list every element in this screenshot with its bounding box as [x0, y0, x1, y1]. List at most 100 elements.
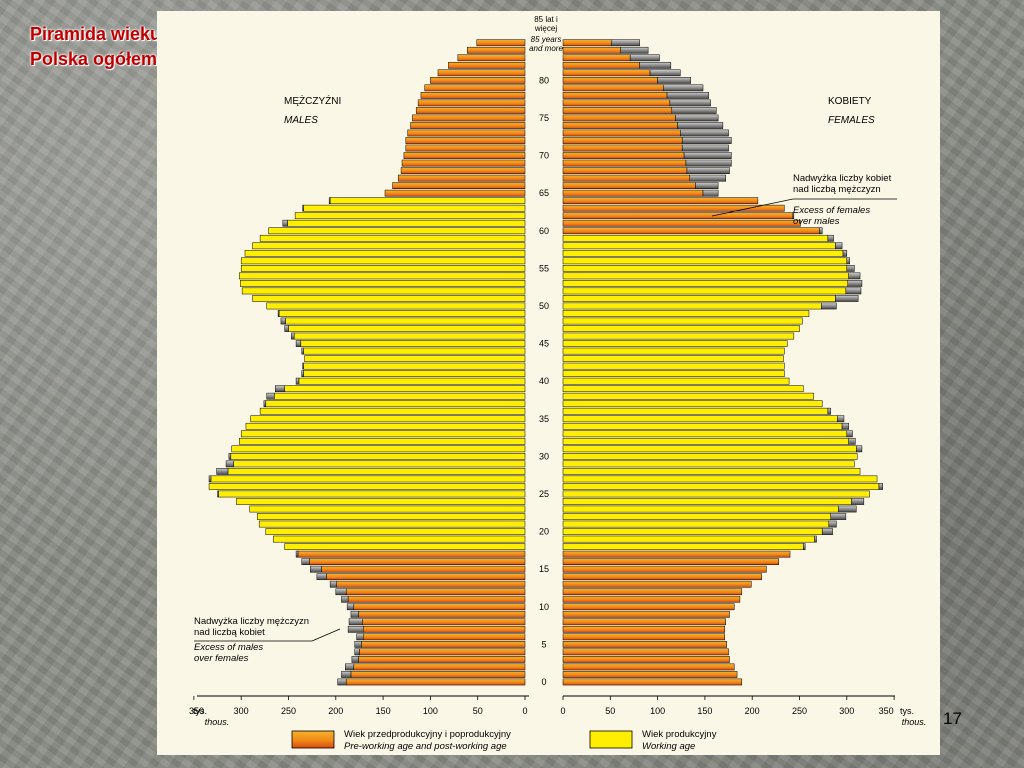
male-bar-age-61 — [287, 219, 526, 227]
left-tick-label-150: 150 — [376, 706, 391, 716]
age-tick-label-80: 80 — [539, 75, 549, 85]
male-bar-age-80 — [430, 77, 526, 84]
female-bar-age-43 — [562, 355, 784, 362]
top-age-label: 85 lat i więcej 85 years and more — [529, 15, 563, 53]
age-tick-label-50: 50 — [539, 301, 549, 311]
female-bar-age-56 — [562, 257, 848, 265]
female-bar-age-59 — [562, 234, 829, 242]
male-bar-age-7 — [362, 625, 526, 633]
male-bar-age-73 — [407, 129, 526, 137]
female-bar-age-25 — [562, 490, 870, 498]
male-excess-bar-age-10 — [346, 603, 355, 611]
annotation-excess-females: Nadwyżka liczby kobiet nad liczbą mężczy… — [711, 173, 897, 227]
female-bar-age-8 — [562, 618, 726, 626]
female-bar-age-0 — [562, 678, 743, 686]
female-excess-bar-age-21 — [828, 520, 837, 528]
male-bar-age-71 — [405, 144, 526, 152]
female-bar-age-50 — [562, 302, 822, 310]
pyramid-panel: 300 250 200 150 100 50 0 350 0 50 100 150 200 250 300 3… — [157, 11, 940, 755]
male-bar-age-51 — [252, 295, 526, 302]
age-tick-label-30: 30 — [539, 451, 549, 461]
female-bar-age-61 — [562, 219, 801, 227]
female-excess-bar-age-70 — [683, 152, 732, 159]
female-bar-age-70 — [562, 152, 685, 159]
male-bar-age-62 — [294, 212, 526, 220]
female-bar-age-60 — [562, 227, 820, 235]
annotation-males-pl-1: Nadwyżka liczby mężczyzn — [194, 616, 309, 627]
female-bar-age-54 — [562, 272, 849, 280]
left-tick-label-100: 100 — [423, 706, 438, 716]
male-bar-age-31 — [231, 445, 526, 453]
male-bar-age-34 — [245, 422, 526, 430]
male-bar-age-32 — [239, 437, 526, 445]
female-bar-age-36 — [562, 407, 829, 415]
male-bar-age-64 — [329, 197, 526, 205]
age-tick-label-55: 55 — [539, 263, 549, 273]
right-unit-label: tys. — [900, 706, 914, 716]
female-excess-bar-age-24 — [851, 498, 865, 505]
male-excess-bar-age-1 — [341, 671, 352, 678]
female-bar-age-20 — [562, 528, 823, 535]
age-tick-label-25: 25 — [539, 489, 549, 499]
male-bar-age-16 — [309, 558, 526, 565]
male-bar-age-4 — [359, 648, 526, 656]
male-excess-bar-age-47 — [284, 325, 289, 332]
age-tick-label-65: 65 — [539, 188, 549, 198]
male-excess-bar-age-48 — [280, 317, 286, 325]
male-bar-age-76 — [415, 107, 526, 114]
female-excess-bar-age-62 — [792, 212, 795, 220]
female-bar-age-69 — [562, 159, 687, 167]
female-bar-age-15 — [562, 565, 767, 573]
annotation-females-pl-1: Nadwyżka liczby kobiet — [793, 173, 892, 184]
annotation-males-en-2: over females — [194, 653, 249, 664]
female-bar-age-33 — [562, 430, 848, 438]
female-bar-age-55 — [562, 265, 848, 272]
annotation-females-en-1: Excess of females — [793, 205, 870, 216]
male-bar-age-68 — [400, 167, 526, 174]
female-bar-age-79 — [562, 84, 664, 92]
male-bar-age-18 — [284, 543, 526, 550]
age-tick-label-15: 15 — [539, 564, 549, 574]
female-excess-bar-age-73 — [680, 129, 729, 137]
female-bar-age-67 — [562, 174, 691, 182]
female-bar-age-18 — [562, 543, 804, 550]
annotation-females-leader — [711, 198, 794, 217]
male-bar-age-77 — [417, 99, 526, 107]
left-tick-label-50: 50 — [473, 706, 483, 716]
female-excess-bar-age-20 — [821, 528, 833, 535]
female-bar-age-1 — [562, 671, 738, 678]
right-tick-label-50: 50 — [605, 706, 615, 716]
female-bar-age-37 — [562, 400, 823, 408]
female-bar-age-31 — [562, 445, 857, 453]
pyramid-bars — [208, 39, 883, 686]
female-excess-bar-age-68 — [686, 167, 730, 174]
female-excess-bar-age-33 — [846, 430, 853, 438]
female-bar-age-19 — [562, 535, 815, 543]
legend: Wiek przedprodukcyjny i poprodukcyjny Pr… — [291, 729, 717, 752]
left-tick-label-200: 200 — [328, 706, 343, 716]
male-bar-age-83 — [457, 54, 526, 62]
male-bar-age-50 — [266, 302, 526, 310]
female-bar-age-78 — [562, 92, 668, 99]
male-bar-age-79 — [424, 84, 526, 92]
female-bar-age-10 — [562, 603, 735, 611]
male-excess-bar-age-37 — [263, 400, 267, 408]
male-bar-age-21 — [258, 520, 526, 528]
annotation-females-pl-2: nad liczbą mężczyzn — [793, 184, 881, 195]
female-excess-bar-age-83 — [629, 54, 660, 62]
x-axis-ticks: 300 250 200 150 100 50 0 350 0 50 100 150 200 250 300 3… — [189, 696, 895, 716]
male-bar-age-29 — [233, 460, 526, 468]
male-excess-bar-age-61 — [282, 219, 288, 227]
age-tick-label-10: 10 — [539, 602, 549, 612]
female-excess-bar-age-36 — [827, 407, 831, 415]
female-bar-age-5 — [562, 641, 727, 648]
female-excess-bar-age-72 — [681, 137, 732, 144]
male-bar-age-75 — [412, 114, 526, 122]
male-bar-age-57 — [244, 249, 526, 257]
male-excess-bar-age-15 — [310, 565, 322, 573]
right-tick-label-250: 250 — [792, 706, 807, 716]
top-age-label-en-2: and more — [529, 44, 563, 53]
male-bar-age-39 — [284, 385, 526, 393]
female-bar-age-72 — [562, 137, 683, 144]
